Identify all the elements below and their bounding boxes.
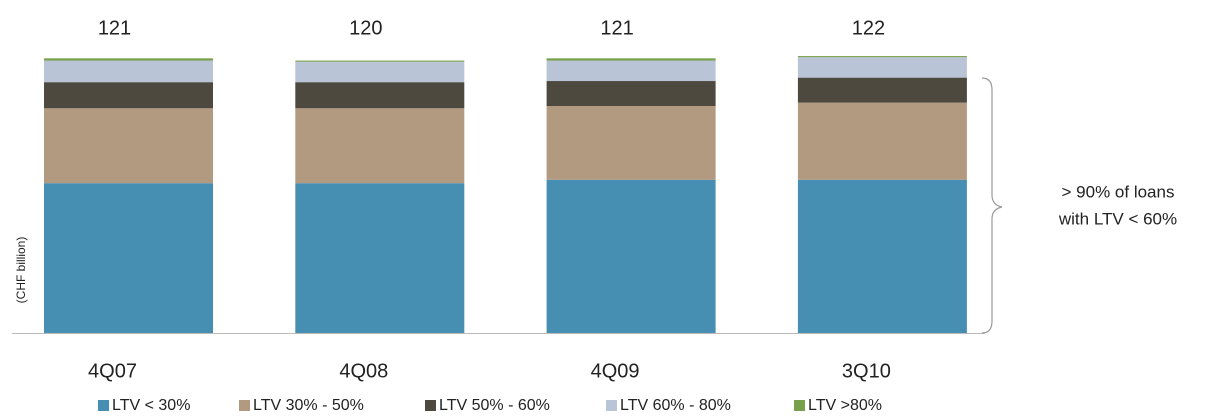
legend-swatch bbox=[239, 400, 250, 411]
legend-swatch bbox=[606, 400, 617, 411]
bar-segment bbox=[797, 179, 967, 333]
bar-segment bbox=[797, 57, 967, 78]
legend-label: LTV 60% - 80% bbox=[620, 397, 731, 414]
bar-segment bbox=[295, 60, 465, 62]
legend-label: LTV 30% - 50% bbox=[253, 397, 364, 414]
y-axis-label: (CHF billion) bbox=[14, 237, 28, 304]
total-label: 122 bbox=[852, 17, 885, 39]
bar-segment bbox=[295, 61, 465, 83]
bar-segment bbox=[546, 179, 716, 333]
bar-segment bbox=[546, 106, 716, 180]
legend-label: LTV 50% - 60% bbox=[439, 397, 550, 414]
total-label: 120 bbox=[349, 17, 382, 39]
legend-swatch bbox=[98, 400, 109, 411]
x-tick-label: 4Q09 bbox=[591, 360, 640, 382]
x-tick-label: 3Q10 bbox=[842, 360, 891, 382]
bar-segment bbox=[295, 183, 465, 333]
bar-segment bbox=[546, 81, 716, 106]
annotation: with LTV < 60% bbox=[1058, 209, 1177, 228]
bar-segment bbox=[295, 82, 465, 109]
bar-segment bbox=[44, 108, 213, 184]
bar-segment bbox=[44, 58, 213, 61]
x-tick-label: 4Q07 bbox=[88, 360, 137, 382]
legend-swatch bbox=[425, 400, 436, 411]
bar-segment bbox=[797, 77, 967, 103]
bar-segment bbox=[295, 108, 465, 184]
bar-segment bbox=[797, 102, 967, 180]
bar-segment bbox=[546, 60, 716, 82]
legend-label: LTV >80% bbox=[808, 397, 882, 414]
bar-segment bbox=[44, 183, 213, 333]
bracket bbox=[981, 77, 1003, 334]
legend-label: LTV < 30% bbox=[112, 397, 190, 414]
total-label: 121 bbox=[98, 17, 131, 39]
annotation: > 90% of loans bbox=[1062, 182, 1175, 201]
legend-swatch bbox=[794, 400, 805, 411]
bar-segment bbox=[797, 56, 967, 58]
x-tick-label: 4Q08 bbox=[339, 360, 388, 382]
bar-segment bbox=[44, 60, 213, 83]
bar-segment bbox=[546, 58, 716, 61]
bar-segment bbox=[44, 82, 213, 109]
total-label: 121 bbox=[600, 17, 633, 39]
